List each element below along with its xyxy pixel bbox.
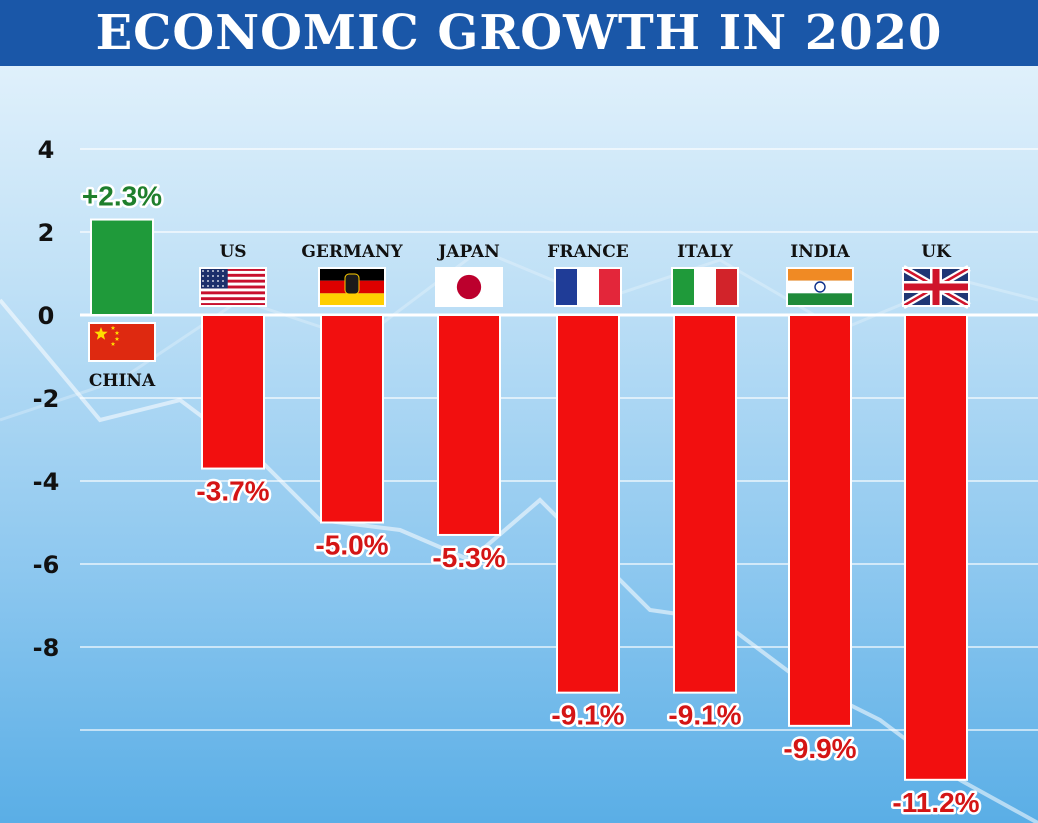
us-flag-icon: [199, 267, 267, 307]
italy-flag-icon: [671, 267, 739, 307]
category-label: INDIA: [790, 242, 850, 262]
category-label: US: [219, 242, 246, 262]
china-flag-icon: [88, 322, 156, 362]
bar-india: [788, 314, 852, 727]
bar-us: [201, 314, 265, 470]
bar-france: [556, 314, 620, 694]
y-tick-label: -4: [33, 468, 60, 496]
india-flag-icon: [786, 267, 854, 307]
data-label: +2.3%: [82, 181, 162, 212]
y-tick-label: -8: [33, 634, 60, 662]
y-tick-label: 2: [38, 219, 55, 247]
y-tick-label: -6: [33, 551, 60, 579]
data-label: -9.1%: [551, 700, 624, 731]
category-label: UK: [921, 242, 952, 262]
category-label: FRANCE: [547, 242, 628, 262]
bar-uk: [904, 314, 968, 781]
data-label: -9.1%: [668, 700, 741, 731]
bar-japan: [437, 314, 501, 536]
category-label: GERMANY: [301, 242, 403, 262]
bar-italy: [673, 314, 737, 694]
france-flag-icon: [554, 267, 622, 307]
data-label: -5.0%: [315, 530, 388, 561]
bar-germany: [320, 314, 384, 524]
y-tick-label: 0: [38, 302, 55, 330]
data-label: -9.9%: [783, 733, 856, 764]
germany-flag-icon: [318, 267, 386, 307]
category-label: JAPAN: [436, 242, 500, 262]
category-label: CHINA: [89, 371, 156, 391]
japan-flag-icon: [435, 267, 503, 307]
data-label: -5.3%: [432, 542, 505, 573]
y-tick-label: -2: [33, 385, 60, 413]
data-label: -11.2%: [892, 787, 979, 818]
uk-flag-icon: [901, 264, 971, 310]
y-tick-label: 4: [38, 136, 55, 164]
category-label: ITALY: [677, 242, 734, 262]
chart-title: ECONOMIC GROWTH IN 2020: [95, 5, 943, 61]
bar-china: [90, 218, 154, 316]
data-label: -3.7%: [196, 476, 269, 507]
title-bar: ECONOMIC GROWTH IN 2020: [0, 0, 1038, 66]
